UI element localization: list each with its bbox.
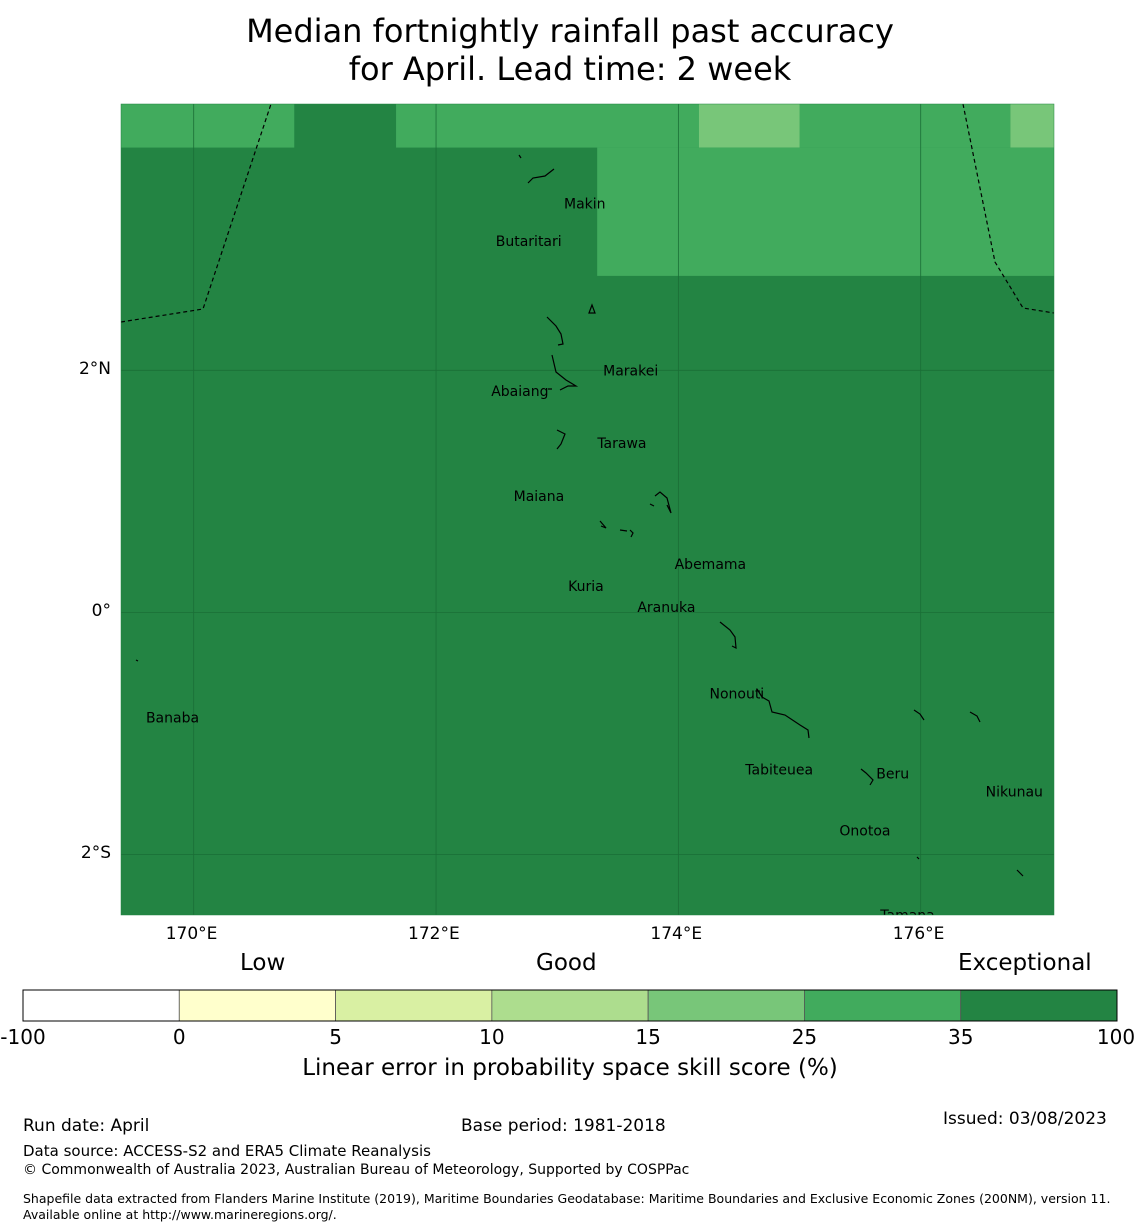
island-shape-butaritari — [527, 168, 555, 184]
island-shape-nonouti — [719, 621, 737, 650]
copyright: © Commonwealth of Australia 2023, Austra… — [23, 1162, 690, 1178]
island-label-makin: Makin — [564, 196, 606, 212]
eez-boundaries — [121, 104, 1054, 323]
gridlines — [121, 104, 1054, 915]
colorbar-category-low: Low — [240, 950, 286, 976]
lat-tick-label: 2°N — [78, 359, 111, 380]
island-shape-makin — [518, 154, 522, 159]
colorbar-tick-label: -100 — [0, 1025, 46, 1049]
colorbar-segment — [491, 989, 649, 1022]
skill-cell-3 — [1010, 104, 1054, 148]
map-frame — [120, 103, 1055, 916]
island-shape-banaba — [135, 659, 139, 662]
lon-tick-label: 170°E — [165, 924, 218, 944]
base-period: Base period: 1981-2018 — [461, 1116, 666, 1136]
lat-tick-label: 2°S — [80, 843, 111, 864]
island-label-butaritari: Butaritari — [496, 234, 562, 250]
island-label-onotoa: Onotoa — [839, 823, 890, 839]
title-line-1: Median fortnightly rainfall past accurac… — [246, 12, 894, 50]
island-shape-arorae — [1016, 869, 1024, 877]
island-label-maiana: Maiana — [514, 489, 565, 505]
skill-cell-2 — [698, 104, 800, 148]
island-label-aranuka: Aranuka — [637, 600, 695, 616]
island-outlines — [135, 154, 1024, 877]
island-shape-beru — [913, 709, 925, 721]
colorbar-tick-label: 5 — [329, 1025, 342, 1049]
colorbar-segment — [22, 989, 180, 1022]
colorbar-tick-label: 100 — [1096, 1025, 1136, 1049]
issued-date: Issued: 03/08/2023 — [943, 1109, 1107, 1129]
island-label-abaiang: Abaiang — [491, 384, 548, 400]
island-label-banaba: Banaba — [146, 711, 199, 727]
eez-boundary-west — [121, 104, 272, 323]
island-label-kuria: Kuria — [568, 579, 604, 595]
island-labels: Makin Butaritari Marakei Abaiang Tarawa Maian… — [146, 196, 1043, 951]
map-area: Makin Butaritari Marakei Abaiang Tarawa Maian… — [121, 104, 1054, 951]
island-shape-maiana — [556, 429, 566, 450]
skill-cell-4 — [597, 147, 1054, 276]
colorbar-segment — [804, 989, 962, 1022]
island-label-arorae: Arorae — [986, 935, 1033, 951]
island-label-tabiteuea: Tabiteuea — [744, 763, 813, 779]
lat-tick-label: 0° — [91, 601, 111, 622]
island-shape-abemama — [649, 491, 672, 514]
lon-tick-label: 172°E — [408, 924, 460, 944]
colorbar-segment — [647, 989, 805, 1022]
lon-tick-label: 176°E — [892, 924, 945, 944]
eez-boundary-east — [962, 104, 1054, 314]
island-label-tarawa: Tarawa — [596, 436, 646, 452]
island-shape-tarawa — [548, 354, 579, 391]
colorbar-outline — [22, 989, 1118, 1022]
colorbar — [22, 989, 1118, 1022]
title-line-2: for April. Lead time: 2 week — [348, 50, 792, 88]
island-shape-kuria — [599, 520, 607, 529]
island-shape-aranuka — [619, 529, 634, 538]
island-label-tamana: Tamana — [879, 908, 934, 924]
island-label-abemama: Abemama — [675, 557, 747, 573]
skill-cells — [121, 104, 1054, 276]
colorbar-segment — [178, 989, 336, 1022]
data-source: Data source: ACCESS-S2 and ERA5 Climate … — [23, 1142, 431, 1160]
colorbar-label: Linear error in probability space skill … — [302, 1055, 838, 1081]
island-label-beru: Beru — [876, 766, 909, 782]
skill-cell-0 — [121, 104, 295, 148]
colorbar-tick-label: 25 — [791, 1025, 818, 1049]
colorbar-tick-label: 0 — [172, 1025, 186, 1049]
colorbar-tick-label: 15 — [635, 1025, 661, 1049]
lon-tick-label: 174°E — [650, 924, 703, 944]
island-shape-marakei — [588, 303, 596, 314]
colorbar-segment — [335, 989, 493, 1022]
run-date: Run date: April — [23, 1116, 150, 1136]
colorbar-category-exceptional: Exceptional — [958, 950, 1092, 976]
island-shape-abaiang — [546, 316, 564, 346]
colorbar-tick-label: 35 — [947, 1025, 974, 1049]
island-shape-onotoa — [860, 768, 874, 786]
island-shape-nikunau — [969, 711, 981, 723]
shapefile-credit: Shapefile data extracted from Flanders M… — [23, 1191, 1111, 1222]
colorbar-tick-label: 10 — [479, 1025, 505, 1049]
island-shape-tamana — [916, 856, 920, 860]
island-label-nikunau: Nikunau — [986, 784, 1043, 800]
island-label-nonouti: Nonouti — [709, 686, 764, 702]
island-shape-tabiteuea — [756, 688, 810, 739]
colorbar-segment — [960, 989, 1118, 1022]
colorbar-category-good: Good — [536, 950, 597, 976]
chart-title: Median fortnightly rainfall past accurac… — [0, 12, 1140, 88]
island-label-marakei: Marakei — [603, 363, 658, 379]
